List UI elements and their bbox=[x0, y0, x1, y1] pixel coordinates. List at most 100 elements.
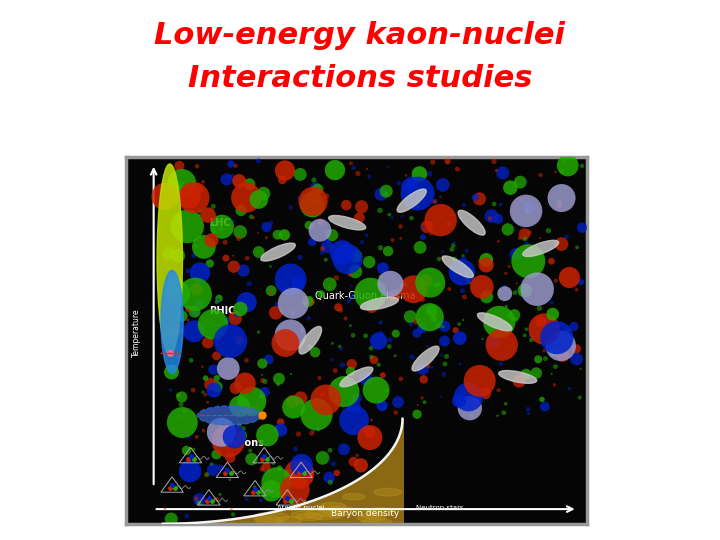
Point bbox=[170, 281, 181, 289]
Point bbox=[292, 278, 304, 287]
Point bbox=[197, 178, 209, 186]
Point bbox=[555, 342, 567, 350]
Point bbox=[381, 386, 392, 394]
Point bbox=[315, 218, 326, 226]
Point bbox=[575, 364, 586, 373]
Point bbox=[343, 296, 355, 305]
Point bbox=[426, 306, 437, 315]
Point bbox=[351, 253, 363, 261]
Point bbox=[231, 432, 243, 441]
Point bbox=[206, 236, 217, 245]
Point bbox=[174, 161, 185, 170]
Point bbox=[256, 393, 267, 401]
Point bbox=[377, 264, 389, 273]
Point bbox=[547, 310, 559, 319]
Point bbox=[321, 192, 333, 200]
Point bbox=[550, 167, 562, 176]
Point bbox=[258, 388, 270, 396]
Point bbox=[219, 436, 230, 445]
Point bbox=[211, 382, 222, 391]
Point bbox=[240, 356, 252, 364]
Point bbox=[316, 390, 328, 399]
Point bbox=[360, 332, 372, 340]
Point bbox=[187, 386, 199, 394]
Point bbox=[557, 167, 568, 176]
Point bbox=[481, 293, 492, 301]
Point bbox=[500, 269, 512, 278]
Point bbox=[311, 352, 323, 360]
Point bbox=[293, 461, 305, 470]
Point bbox=[433, 321, 444, 330]
Point bbox=[373, 360, 384, 369]
Point bbox=[495, 200, 507, 209]
Point bbox=[540, 354, 552, 363]
Point bbox=[307, 192, 319, 201]
Point bbox=[212, 337, 224, 346]
Point bbox=[373, 301, 384, 309]
Point bbox=[523, 257, 534, 266]
Point bbox=[466, 411, 477, 420]
Point bbox=[310, 183, 321, 192]
Point bbox=[486, 212, 498, 220]
Ellipse shape bbox=[366, 508, 395, 516]
Point bbox=[556, 240, 567, 248]
Point bbox=[312, 185, 323, 194]
Point bbox=[447, 241, 459, 250]
Ellipse shape bbox=[161, 271, 183, 373]
Point bbox=[521, 207, 532, 215]
Point bbox=[485, 214, 496, 223]
Point bbox=[469, 368, 480, 377]
Ellipse shape bbox=[253, 512, 289, 522]
Point bbox=[436, 393, 447, 401]
Point bbox=[246, 213, 257, 221]
Point bbox=[492, 411, 503, 420]
Point bbox=[323, 237, 334, 246]
Point bbox=[482, 288, 493, 296]
Point bbox=[255, 496, 266, 504]
Point bbox=[230, 384, 241, 393]
Point bbox=[420, 276, 432, 285]
Point bbox=[417, 233, 428, 241]
Point bbox=[376, 329, 387, 338]
Point bbox=[188, 193, 199, 202]
Point bbox=[348, 416, 360, 424]
Ellipse shape bbox=[319, 503, 346, 510]
Point bbox=[285, 370, 297, 379]
Point bbox=[380, 187, 392, 195]
Point bbox=[176, 179, 188, 187]
Point bbox=[169, 326, 181, 334]
Point bbox=[231, 310, 243, 319]
Point bbox=[315, 289, 327, 298]
Point bbox=[265, 262, 276, 271]
Point bbox=[207, 320, 219, 329]
Point bbox=[221, 464, 233, 473]
Point bbox=[170, 185, 181, 194]
Point bbox=[293, 469, 305, 477]
Point bbox=[521, 325, 532, 334]
Point bbox=[408, 285, 419, 294]
Point bbox=[261, 233, 272, 242]
Point bbox=[410, 318, 422, 326]
Point bbox=[275, 426, 287, 434]
Point bbox=[364, 172, 375, 181]
Point bbox=[327, 214, 338, 222]
Point bbox=[393, 179, 405, 187]
Point bbox=[225, 337, 236, 346]
Point bbox=[171, 289, 183, 298]
Point bbox=[265, 219, 276, 227]
Point bbox=[534, 234, 546, 242]
Point bbox=[356, 202, 367, 211]
Point bbox=[182, 433, 194, 441]
Point bbox=[323, 473, 335, 482]
Point bbox=[516, 195, 527, 204]
Point bbox=[576, 161, 588, 170]
Point bbox=[259, 377, 271, 386]
Point bbox=[228, 217, 239, 226]
Point bbox=[535, 171, 546, 179]
Point bbox=[243, 180, 255, 188]
Point bbox=[256, 465, 268, 474]
Point bbox=[335, 306, 346, 314]
Point bbox=[242, 182, 253, 191]
Point bbox=[346, 360, 358, 368]
Point bbox=[327, 339, 338, 348]
